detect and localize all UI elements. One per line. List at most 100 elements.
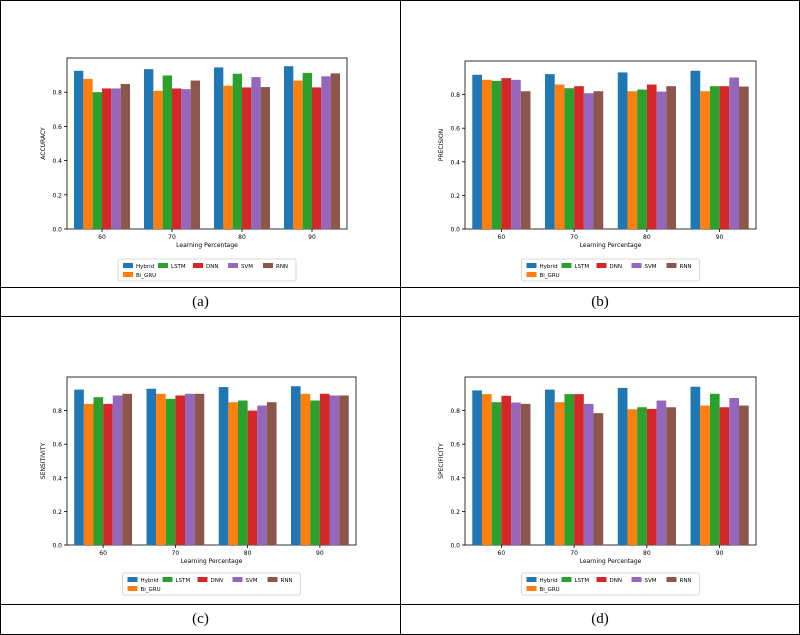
- legend-swatch-svm: [631, 577, 642, 582]
- legend-swatch-hybrid: [127, 577, 138, 582]
- bar-dnn-70: [574, 86, 584, 229]
- y-tick-label: 0.8: [52, 90, 62, 97]
- y-axis-label: SENSITIVITY: [40, 443, 47, 480]
- y-tick-label: 0.8: [450, 408, 460, 415]
- x-tick-label: 80: [244, 550, 252, 557]
- legend-label-lstm: LSTM: [575, 578, 590, 584]
- x-axis-label: Learning Percentage: [176, 242, 238, 249]
- x-tick-label: 60: [99, 550, 107, 557]
- bar-lstm-70: [564, 88, 575, 229]
- bar-rnn-90: [739, 86, 749, 229]
- bar-hybrid-60: [472, 74, 482, 229]
- panel-a: 0.0 0.2 0.4 0.6 0.8 60 70 80 90 Learning Percenta…: [0, 0, 401, 288]
- bar-hybrid-70: [545, 389, 555, 545]
- y-tick-label: 0.0: [52, 227, 62, 234]
- bar-svm-70: [185, 393, 195, 545]
- bar-dnn-80: [646, 84, 657, 230]
- legend-swatch-lstm: [162, 577, 173, 582]
- bar-rnn-90: [339, 395, 349, 545]
- legend-label-dnn: DNN: [211, 578, 223, 584]
- bar-dnn-90: [719, 407, 730, 545]
- legend-swatch-svm: [228, 263, 238, 268]
- bar-rnn-60: [520, 403, 531, 545]
- y-tick-label: 0.0: [450, 227, 460, 234]
- legend-swatch-lstm: [561, 577, 572, 582]
- legend-label-rnn: RNN: [276, 264, 288, 270]
- bar-lstm-60: [491, 402, 502, 545]
- legend-label-hybrid: Hybrid: [540, 578, 558, 584]
- bar-bi_gru-70: [554, 84, 565, 230]
- y-tick-label: 0.2: [450, 193, 460, 200]
- bar-rnn-80: [666, 86, 676, 229]
- legend-swatch-hybrid: [526, 577, 537, 582]
- bar-bi_gru-90: [700, 405, 710, 545]
- legend-swatch-rnn: [267, 577, 278, 582]
- y-tick-label: 0.6: [52, 442, 62, 449]
- legend-label-rnn: RNN: [281, 578, 293, 584]
- y-tick-label: 0.6: [450, 126, 460, 133]
- legend-label-bi_gru: Bi_GRU: [141, 587, 161, 593]
- legend-label-lstm: LSTM: [171, 264, 186, 270]
- bar-hybrid-70: [545, 74, 555, 229]
- x-tick-label: 90: [716, 550, 724, 557]
- legend-label-svm: SVM: [241, 264, 253, 270]
- y-tick-label: 0.8: [52, 408, 62, 415]
- bar-rnn-70: [190, 80, 200, 230]
- bar-svm-70: [583, 93, 594, 229]
- legend-swatch-dnn: [197, 577, 208, 582]
- bar-bi_gru-60: [481, 394, 492, 545]
- bar-bi_gru-70: [153, 90, 163, 229]
- bar-dnn-60: [501, 395, 512, 545]
- legend-swatch-lstm: [158, 263, 168, 268]
- bar-rnn-70: [593, 91, 604, 230]
- bar-dnn-90: [719, 86, 730, 229]
- bar-svm-60: [511, 79, 521, 229]
- legend-label-hybrid: Hybrid: [540, 264, 558, 270]
- bar-lstm-80: [637, 407, 647, 545]
- x-tick-label: 70: [168, 234, 176, 241]
- panel-c: 0.0 0.2 0.4 0.6 0.8 60 70 80 90 Learning Percenta…: [0, 316, 401, 605]
- y-axis-label: SPECIFICITY: [438, 443, 445, 479]
- y-tick-label: 0.0: [52, 543, 62, 550]
- bar-lstm-90: [302, 72, 312, 229]
- x-tick-label: 70: [570, 550, 578, 557]
- legend-label-dnn: DNN: [610, 578, 622, 584]
- caption-a: (a): [0, 287, 401, 317]
- bar-svm-90: [321, 76, 331, 229]
- x-axis-label: Learning Percentage: [181, 558, 243, 565]
- legend-swatch-bi_gru: [123, 272, 133, 277]
- bar-rnn-90: [739, 405, 749, 545]
- x-tick-label: 70: [172, 550, 180, 557]
- legend-label-dnn: DNN: [610, 264, 622, 270]
- x-tick-label: 90: [716, 234, 724, 241]
- bar-lstm-70: [165, 398, 176, 545]
- legend-label-svm: SVM: [645, 578, 657, 584]
- bar-lstm-70: [162, 75, 172, 229]
- x-tick-label: 80: [643, 234, 651, 241]
- y-tick-label: 0.6: [52, 124, 62, 131]
- bar-bi_gru-60: [83, 403, 94, 545]
- legend-swatch-dnn: [193, 263, 203, 268]
- bar-svm-90: [729, 77, 740, 230]
- y-tick-label: 0.2: [52, 192, 62, 199]
- chart-c: 0.0 0.2 0.4 0.6 0.8 60 70 80 90 Learning Percenta…: [40, 376, 357, 596]
- y-tick-label: 0.2: [450, 509, 460, 516]
- bar-lstm-70: [564, 394, 575, 545]
- bar-dnn-80: [242, 87, 252, 229]
- bar-lstm-90: [709, 86, 720, 229]
- chart-a: 0.0 0.2 0.4 0.6 0.8 60 70 80 90 Learning Percenta…: [40, 57, 348, 282]
- bar-hybrid-90: [690, 386, 701, 545]
- bar-svm-90: [329, 395, 340, 545]
- bar-dnn-80: [247, 410, 258, 545]
- x-tick-label: 60: [498, 550, 506, 557]
- legend-swatch-rnn: [666, 263, 677, 268]
- bar-dnn-70: [172, 88, 182, 229]
- y-tick-label: 0.4: [52, 158, 62, 165]
- y-axis-label: PRECISION: [438, 129, 445, 161]
- bar-hybrid-90: [290, 386, 301, 545]
- bar-dnn-70: [175, 395, 186, 545]
- y-tick-label: 0.0: [450, 543, 460, 550]
- legend-swatch-svm: [232, 577, 243, 582]
- bar-hybrid-70: [146, 388, 157, 545]
- y-tick-label: 0.2: [52, 509, 62, 516]
